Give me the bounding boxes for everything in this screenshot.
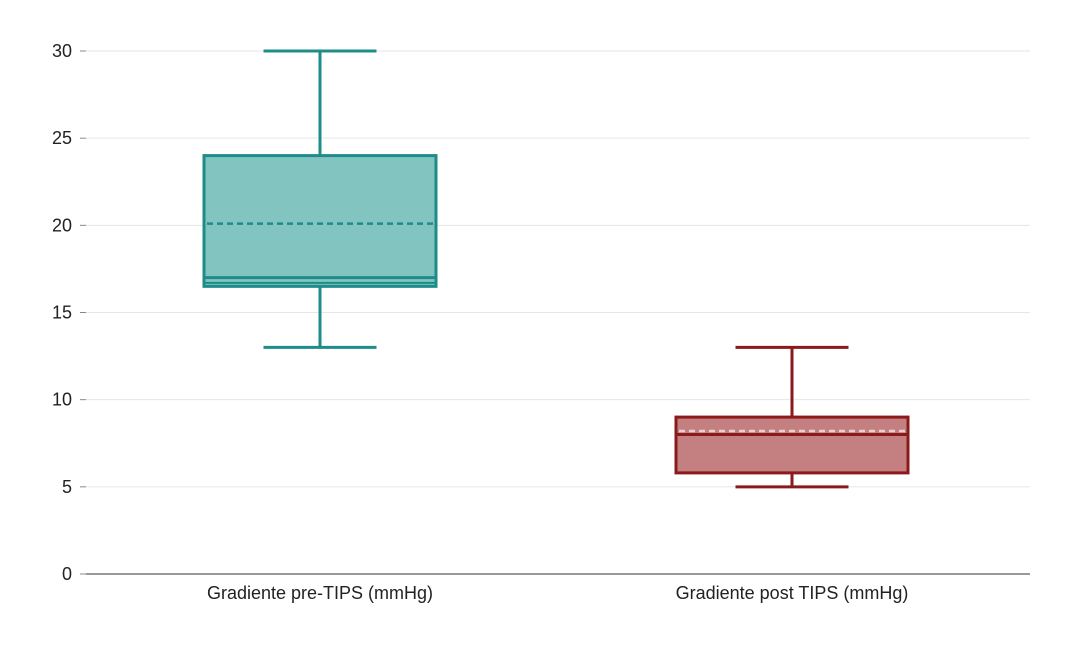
axes	[80, 50, 1030, 575]
x-tick-label-0: Gradiente pre-TIPS (mmHg)	[207, 583, 433, 603]
labels: 0 5 10 15 20 25 30 Gradiente pre-TIPS (mmHg) Gra…	[52, 41, 908, 603]
box-iqr	[202, 154, 438, 288]
y-tick-label-25: 25	[52, 128, 72, 148]
x-tick-label-1: Gradiente post TIPS (mmHg)	[676, 583, 909, 603]
y-tick-label-30: 30	[52, 41, 72, 61]
box-pre-tips	[202, 49, 438, 349]
y-tick-label-20: 20	[52, 215, 72, 235]
y-tick-label-15: 15	[52, 303, 72, 323]
y-tick-label-10: 10	[52, 390, 72, 410]
boxes	[202, 49, 910, 489]
box-post-tips	[674, 345, 910, 489]
y-tick-label-5: 5	[62, 477, 72, 497]
y-tick-label-0: 0	[62, 564, 72, 584]
box-iqr	[674, 415, 910, 475]
